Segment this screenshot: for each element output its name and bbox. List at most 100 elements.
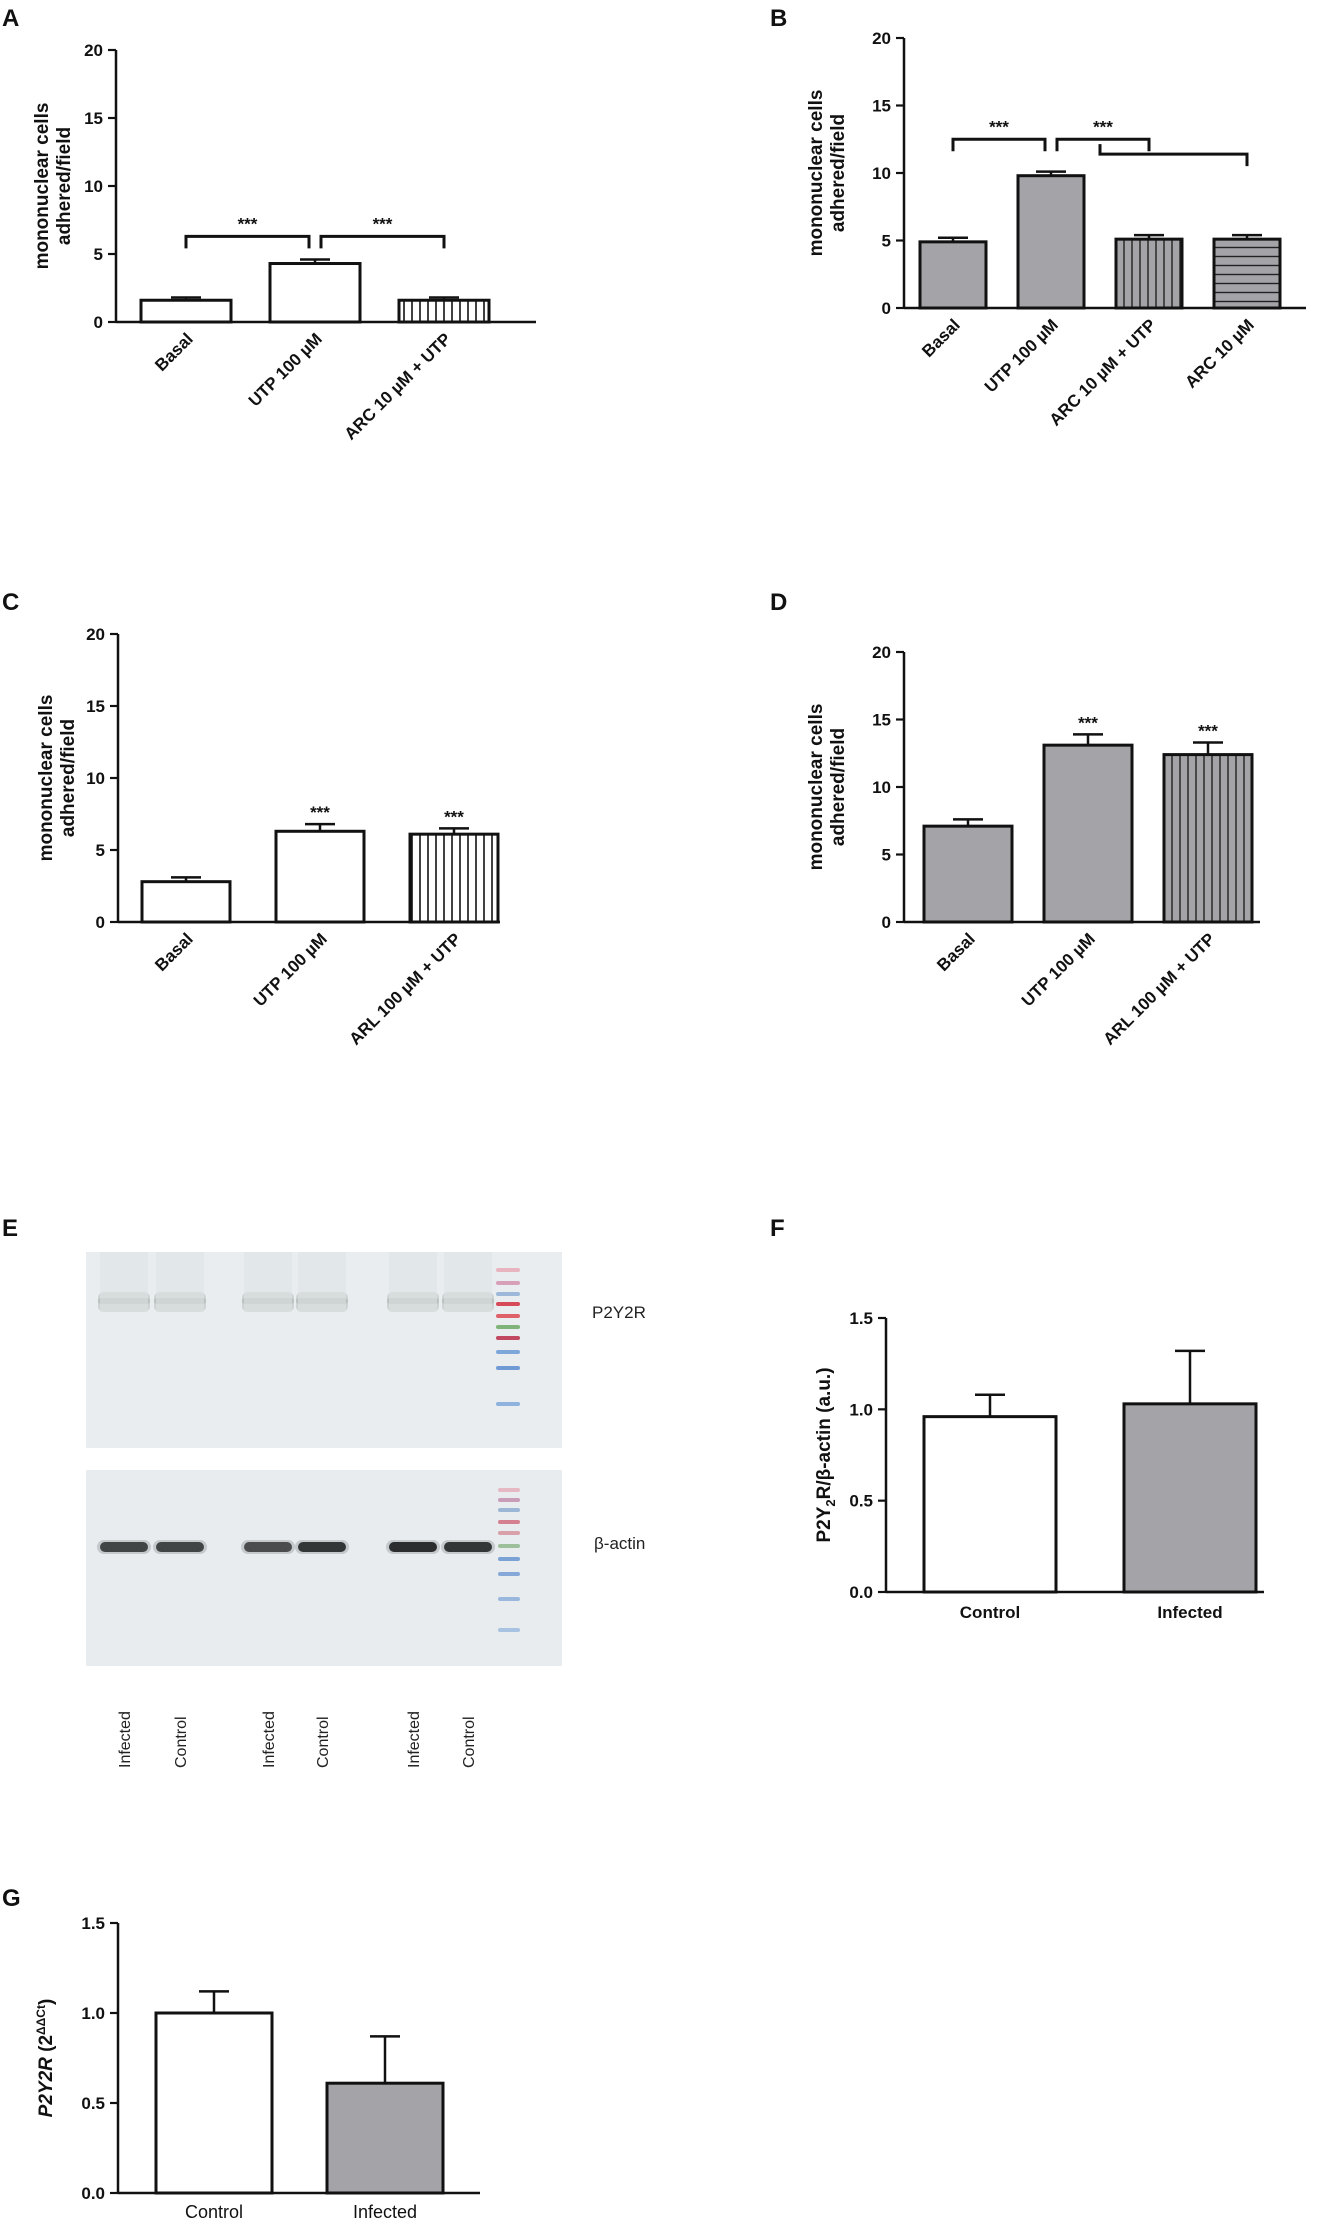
y-tick-label: 0	[882, 299, 891, 318]
bar-4	[1212, 237, 1282, 310]
band-beta-actin	[444, 1542, 492, 1552]
y-tick-label: 5	[96, 841, 105, 860]
significance-mark: ***	[444, 807, 464, 826]
lane-label-infected: Infected	[261, 1711, 278, 1768]
lane-shadow	[156, 1252, 204, 1312]
y-axis-label-part: P2Y	[814, 1506, 835, 1542]
significance-bracket	[319, 234, 446, 249]
category-label: ARL 100 µM + UTP	[345, 929, 464, 1048]
lane-labels: Infected Control Infected Control Infected Co…	[117, 1711, 478, 1768]
y-tick-label: 0	[882, 913, 891, 932]
lane-label-infected: Infected	[117, 1711, 134, 1768]
ladder-band	[496, 1402, 520, 1406]
lane-shadow	[298, 1252, 346, 1312]
y-tick-label: 15	[872, 711, 891, 730]
significance-bracket	[1055, 137, 1151, 152]
panel-label-g: G	[2, 1885, 21, 1912]
lane-shadow	[244, 1252, 292, 1312]
bar-1	[140, 880, 232, 924]
bar-2	[1042, 743, 1134, 924]
y-tick-label: 20	[84, 41, 103, 60]
y-axis-label-line: mononuclear cells	[32, 103, 53, 270]
bar-2	[268, 262, 362, 324]
ladder-band	[498, 1557, 520, 1561]
y-axis-label-sub: 2	[823, 1499, 838, 1506]
y-axis-label-line: mononuclear cells	[806, 704, 827, 871]
band-beta-actin-halo	[241, 1540, 295, 1554]
category-label: Basal	[151, 329, 197, 375]
significance-mark: ***	[238, 214, 258, 233]
ladder-band	[498, 1520, 520, 1524]
lane-shadow	[444, 1252, 492, 1312]
y-axis-label: mononuclear cellsadhered/field	[806, 704, 849, 871]
band-beta-actin-halo	[97, 1540, 151, 1554]
bar-2	[1016, 174, 1086, 310]
blot-membrane-bottom	[86, 1470, 562, 1666]
panel-b: B 0 5 10 15 20 mononuclear cellsadhered/field B…	[770, 5, 1306, 430]
y-axis-label: mononuclear cellsadhered/field	[32, 103, 75, 270]
ladder-band	[496, 1366, 520, 1370]
ladder-band	[496, 1336, 520, 1340]
ladder-band	[496, 1350, 520, 1354]
y-tick-label: 15	[872, 97, 891, 116]
ladder-band	[496, 1325, 520, 1329]
y-tick-label: 0.0	[849, 1583, 873, 1602]
bar-2	[274, 829, 366, 924]
y-axis-label-part: )	[36, 1999, 57, 2005]
y-axis-label-line: adhered/field	[828, 728, 849, 846]
ladder-band	[498, 1597, 520, 1601]
category-label: UTP 100 µM	[1018, 929, 1099, 1010]
lane-shadow	[100, 1252, 148, 1312]
category-label: Basal	[933, 929, 979, 975]
category-label: UTP 100 µM	[981, 315, 1062, 396]
significance-bracket	[184, 234, 311, 249]
y-tick-label: 10	[872, 164, 891, 183]
band-beta-actin	[100, 1542, 148, 1552]
band-beta-actin	[389, 1542, 437, 1552]
lane-label-control: Control	[315, 1716, 332, 1768]
y-tick-label: 1.0	[849, 1400, 873, 1419]
significance-mark: ***	[1198, 721, 1218, 740]
ladder-band	[498, 1544, 520, 1548]
panel-g: G 0.0 0.5 1.0 1.5 P2Y2R (2ΔΔCt) Control Infecte…	[2, 1885, 480, 2222]
panel-c: C 0 5 10 15 20 mononuclear cellsadhered/field B…	[2, 589, 500, 1049]
y-tick-label: 0.5	[849, 1492, 873, 1511]
band-beta-actin-halo	[153, 1540, 207, 1554]
panel-a: A 0 5 10 15 20 mononuclear cellsadhered/field B…	[2, 5, 536, 444]
bar-1	[154, 2011, 274, 2195]
category-label: Infected	[353, 2202, 417, 2222]
blot-label-beta-actin: β-actin	[594, 1534, 645, 1553]
y-tick-label: 1.5	[849, 1309, 873, 1328]
bar-2	[1122, 1402, 1258, 1594]
panel-label-f: F	[770, 1215, 785, 1242]
y-axis-label-part: P2Y2R	[36, 2057, 57, 2117]
lane-label-control: Control	[173, 1716, 190, 1768]
significance-mark: ***	[310, 803, 330, 822]
panel-label-d: D	[770, 589, 787, 616]
y-tick-label: 1.5	[81, 1914, 105, 1933]
panel-d: D 0 5 10 15 20 mononuclear cellsadhered/field B…	[770, 589, 1260, 1049]
ladder-band	[496, 1292, 520, 1296]
y-tick-label: 20	[872, 643, 891, 662]
ladder-band	[498, 1488, 520, 1492]
category-label: Infected	[1157, 1603, 1222, 1622]
category-label: ARC 10 µM + UTP	[341, 329, 455, 443]
band-beta-actin-halo	[295, 1540, 349, 1554]
ladder-band	[498, 1572, 520, 1576]
lane-shadow	[389, 1252, 437, 1312]
bar-3	[408, 832, 500, 924]
blot-bands	[97, 1252, 520, 1632]
panel-e: E P2Y2R β-actin Infected Control Infected C…	[2, 1215, 646, 1768]
ladder-band	[498, 1531, 520, 1535]
lane-label-infected: Infected	[406, 1711, 423, 1768]
band-beta-actin-halo	[386, 1540, 440, 1554]
bar-3	[1162, 753, 1254, 924]
y-axis-label-line: adhered/field	[58, 719, 79, 837]
panel-label-b: B	[770, 5, 787, 32]
band-beta-actin	[244, 1542, 292, 1552]
category-label: Control	[960, 1603, 1020, 1622]
bar-3	[397, 298, 491, 324]
y-tick-label: 15	[86, 697, 105, 716]
category-label: UTP 100 µM	[250, 929, 331, 1010]
